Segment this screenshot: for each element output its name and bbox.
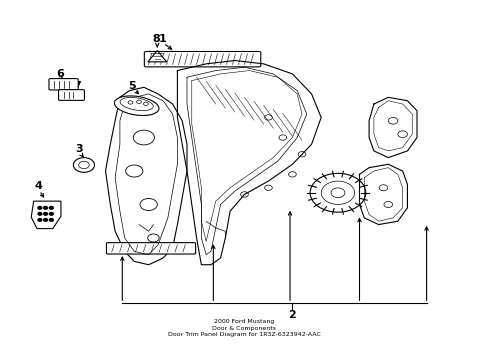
Ellipse shape <box>114 96 159 116</box>
Circle shape <box>38 212 41 215</box>
Polygon shape <box>147 51 166 62</box>
FancyBboxPatch shape <box>59 90 84 100</box>
Circle shape <box>43 207 47 209</box>
Circle shape <box>43 212 47 215</box>
Polygon shape <box>177 60 321 265</box>
Text: 4: 4 <box>35 181 42 191</box>
Polygon shape <box>105 87 186 265</box>
Circle shape <box>49 219 53 221</box>
FancyBboxPatch shape <box>106 243 195 254</box>
Ellipse shape <box>120 98 153 111</box>
FancyBboxPatch shape <box>144 51 260 67</box>
Circle shape <box>49 207 53 209</box>
Polygon shape <box>368 97 416 158</box>
Polygon shape <box>359 164 407 225</box>
Circle shape <box>43 219 47 221</box>
Text: 2000 Ford Mustang
Door & Components
Door Trim Panel Diagram for 1R3Z-6323942-AAC: 2000 Ford Mustang Door & Components Door… <box>168 319 320 337</box>
Circle shape <box>49 212 53 215</box>
Polygon shape <box>31 201 61 229</box>
FancyBboxPatch shape <box>49 78 78 90</box>
Text: 7: 7 <box>73 81 81 91</box>
Circle shape <box>38 219 41 221</box>
Text: 3: 3 <box>75 144 83 154</box>
Text: 5: 5 <box>128 81 135 91</box>
Circle shape <box>38 207 41 209</box>
Text: 6: 6 <box>56 69 64 79</box>
Text: 8: 8 <box>152 34 160 44</box>
Text: 2: 2 <box>288 310 296 320</box>
Text: 1: 1 <box>159 34 166 44</box>
